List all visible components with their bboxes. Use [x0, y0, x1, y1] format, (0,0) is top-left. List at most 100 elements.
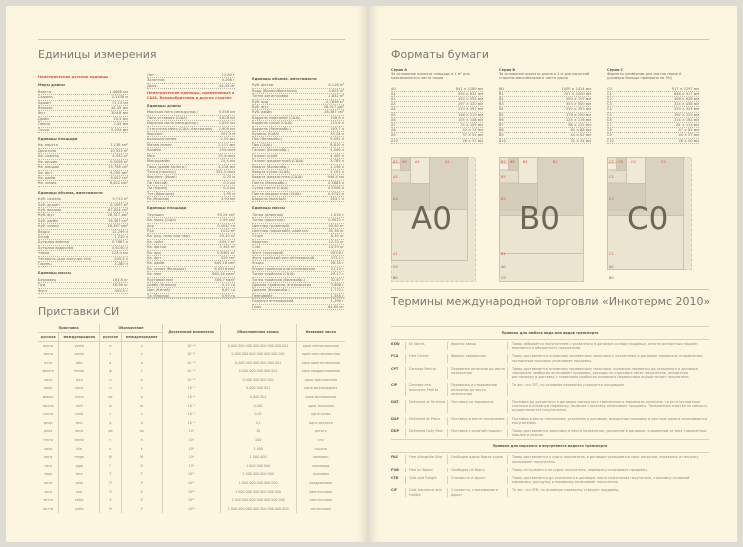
si-cell: одна миллиардная [304, 386, 338, 391]
unit-value: 44,43 мг [218, 83, 235, 88]
unit-row: Унция 28,35 г [252, 261, 344, 267]
unit-value: 0,5 км [223, 180, 235, 185]
term-description: Товар доставляется основному перевозчику… [507, 366, 709, 380]
unit-row: Мил 25,4 мкм [147, 154, 235, 160]
unit-name: Куб. фут [38, 213, 55, 218]
unit-name: Квартер [252, 239, 268, 244]
size-name: B1 [499, 91, 504, 96]
diagram-label: C0 [501, 276, 506, 280]
unit-name: Пика (дюйм полигр.) [147, 164, 187, 169]
unit-row: Кварта сухая (США) 1,101 л [252, 170, 344, 176]
unit-row: Ли (Корея) 0,4 км [147, 186, 235, 192]
section-heading-red: Неметрические единицы, применяемые в США… [147, 91, 235, 100]
unit-name: Куб. дюйм [252, 110, 272, 115]
unit-row: Кв. фатом 3,345 м² [147, 245, 235, 251]
size-name: A8 [391, 128, 396, 133]
unit-value: 0,9072 т [328, 218, 344, 223]
divider [391, 289, 709, 290]
unit-name: Тонна (длинная) [252, 212, 284, 217]
term-russian: Стоимость, страхование и фрахт [447, 488, 507, 497]
size-name: A0 [391, 86, 396, 91]
unit-row: Калибр 254 мкм [147, 148, 235, 154]
si-cell: д [99, 418, 122, 428]
diagram-label: A6 [402, 160, 407, 164]
si-cell: pico [58, 375, 101, 385]
unit-row: Пек (Великобр.) 9,092 л [252, 137, 344, 143]
size-value: 297 × 420 мм [458, 102, 483, 107]
unit-name: Ри (Япония) [147, 196, 170, 201]
size-name: A4 [391, 107, 396, 112]
diagram-label: B7 [501, 160, 506, 164]
si-cell: zetta [58, 495, 101, 505]
unit-value: 351,5 мкм [215, 169, 235, 174]
diagram-label: A4 [415, 160, 420, 164]
size-row: B1 707 × 1000 мм [499, 91, 591, 98]
unit-value: 0,3597 м³ [110, 202, 128, 207]
size-value: 176 × 250 мм [566, 112, 591, 117]
si-cell: з [99, 349, 122, 359]
unit-value: 25,4 нм [220, 159, 235, 164]
size-name: B8 [499, 128, 504, 133]
diagram-label: A7 [393, 160, 398, 164]
table-row: зепто zepto з z 10⁻²¹ 0,000 000 000 000 000 0… [38, 349, 345, 359]
unit-name: Кв. линия (большая) [147, 266, 186, 271]
unit-value: 3,280 л [114, 262, 128, 266]
unit-row: Руд 1012 м² [147, 229, 235, 235]
table-row: CIF Cost Insurance and Freight Стоимость, … [391, 486, 709, 498]
si-cell: micro [58, 392, 101, 402]
si-cell: yotta [58, 504, 101, 514]
unit-value: 209,9 л [114, 256, 128, 261]
series-title: Серия А [391, 68, 408, 72]
size-value: 81 × 114 мм [676, 123, 699, 128]
diagram-label: A5 [393, 175, 398, 179]
unit-name: Тонна регистровая [252, 94, 289, 99]
size-name: C0 [607, 86, 612, 91]
unit-row: Фут 304,8 мм [38, 111, 128, 117]
si-cell: зепто [38, 349, 60, 359]
size-value: 841 × 1189 мм [455, 86, 483, 91]
unit-row: Фунт (торговый) 453,6 г [252, 251, 344, 256]
unit-name: Чарка [38, 251, 50, 256]
term-english: Free Carrier [405, 354, 447, 363]
si-cell: peta [58, 478, 101, 488]
si-cell: a [121, 358, 163, 367]
table-row: DAT Delivered at Terminal Поставка на терм… [391, 398, 709, 415]
term-description: Товар забирается покупателем с указанног… [507, 342, 709, 351]
unit-value: 0,254 мм [111, 127, 128, 132]
size-name: B7 [499, 123, 504, 128]
unit-row: Морская миля (междунар.) 1,852 км [147, 121, 235, 127]
unit-value: 9,290 дм² [109, 170, 128, 175]
si-cell: иотта [38, 504, 60, 514]
size-row: B8 62 × 88 мм [499, 128, 591, 134]
left-page: Единицы измерения Неметрические русские … [6, 6, 367, 542]
unit-row: Квартер 12,70 кг [252, 239, 344, 246]
size-value: 353 × 500 мм [566, 102, 591, 107]
size-name: C1 [607, 91, 612, 96]
paper-formats-title: Форматы бумаги [391, 48, 490, 61]
unit-name: Бутылка водочная [38, 245, 74, 250]
term-code: FOB [391, 467, 399, 472]
unit-name: Кв. фут [38, 170, 53, 175]
unit-value: 201,2 м [220, 132, 235, 137]
unit-name: Центнер (короткий), квинтал [252, 228, 308, 233]
size-name: C6 [607, 117, 612, 122]
unit-row: Штоф 1,230 л [38, 235, 128, 241]
si-cell: 10³ [162, 444, 221, 453]
unit-name: Пек (США) [252, 142, 272, 147]
unit-name: Кв. сажень [38, 154, 60, 159]
term-english: Carriage and Insurance Paid to [405, 383, 447, 397]
unit-name: Дюйм [38, 116, 49, 121]
diagram-label: B0 [609, 276, 614, 280]
unit-row: Пинта жидкостная (США) 0,4732 л [252, 192, 344, 197]
size-name: C3 [607, 102, 612, 107]
si-cell: da [121, 427, 163, 436]
si-cell: 0,001 [220, 401, 297, 410]
term-code: CFR [391, 476, 399, 481]
si-cell: мк [99, 392, 122, 402]
size-row: C6 114 × 162 мм [607, 117, 699, 124]
si-cell: П [99, 478, 122, 488]
unit-value: 87,824 см³ [108, 207, 128, 212]
unit-row: Цин (Китай) 6,67 га [147, 288, 235, 294]
si-cell: н [99, 384, 122, 393]
si-cell: 1 000 000 000 000 000 [220, 478, 297, 488]
